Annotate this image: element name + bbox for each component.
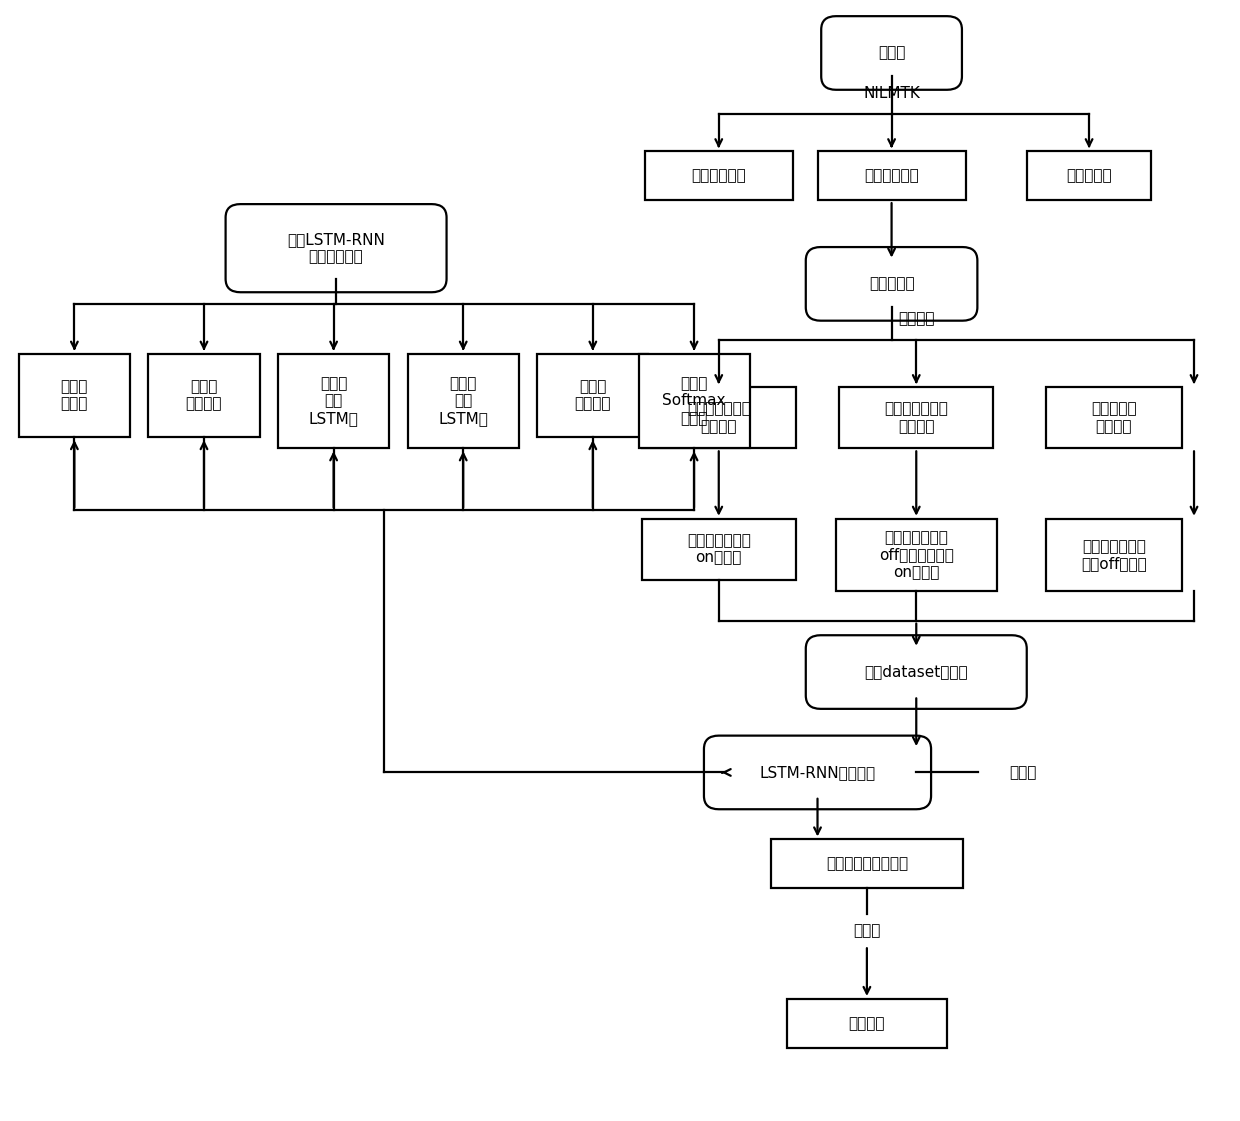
Bar: [786, 999, 947, 1048]
Bar: [641, 387, 796, 448]
Text: 总电表数据: 总电表数据: [1066, 168, 1112, 183]
Text: 对辅助电器设置
开关状态: 对辅助电器设置 开关状态: [884, 401, 949, 434]
FancyBboxPatch shape: [226, 204, 446, 293]
Text: 训练并保存网络模型: 训练并保存网络模型: [826, 856, 908, 871]
Bar: [839, 387, 993, 448]
Text: 第四层
双向
LSTM层: 第四层 双向 LSTM层: [438, 376, 489, 426]
Bar: [1028, 151, 1151, 201]
Text: 数据集: 数据集: [878, 46, 905, 61]
Text: 第六层
Softmax
输出层: 第六层 Softmax 输出层: [662, 376, 725, 426]
Text: NILMTK: NILMTK: [863, 86, 920, 101]
Text: 第二层
全连接层: 第二层 全连接层: [186, 379, 222, 411]
Text: LSTM-RNN神经网络: LSTM-RNN神经网络: [759, 765, 875, 780]
FancyBboxPatch shape: [821, 16, 962, 90]
Text: 输出目标电器为
on的数据: 输出目标电器为 on的数据: [687, 534, 750, 566]
Text: 设置LSTM-RNN
超参数及参数: 设置LSTM-RNN 超参数及参数: [288, 232, 384, 265]
Text: 测试集: 测试集: [853, 923, 880, 938]
Text: 第三层
双向
LSTM层: 第三层 双向 LSTM层: [309, 376, 358, 426]
Bar: [836, 519, 997, 591]
Text: 数据处理: 数据处理: [898, 312, 935, 326]
FancyBboxPatch shape: [806, 247, 977, 321]
Bar: [278, 353, 389, 448]
Text: 目标电器数据: 目标电器数据: [692, 168, 746, 183]
Text: 预测结果: 预测结果: [848, 1016, 885, 1031]
FancyBboxPatch shape: [806, 636, 1027, 708]
Bar: [1045, 519, 1182, 591]
Bar: [1045, 387, 1182, 448]
Bar: [639, 353, 750, 448]
Bar: [19, 353, 130, 437]
Bar: [537, 353, 649, 437]
Text: 训练集: 训练集: [1009, 765, 1037, 780]
Text: 抽出目标电器为
off，辅助电器为
on的数据: 抽出目标电器为 off，辅助电器为 on的数据: [879, 530, 954, 580]
Bar: [817, 151, 966, 201]
Bar: [771, 840, 962, 889]
FancyBboxPatch shape: [704, 735, 931, 809]
Bar: [149, 353, 259, 437]
Text: 保存入文件: 保存入文件: [869, 277, 914, 291]
Text: 随机抽取目标电
器为off的数据: 随机抽取目标电 器为off的数据: [1081, 539, 1147, 571]
Text: 第五层
全连接层: 第五层 全连接层: [574, 379, 611, 411]
Text: 对目标电器设置
开关状态: 对目标电器设置 开关状态: [687, 401, 750, 434]
Bar: [645, 151, 792, 201]
Text: 第一层
输入层: 第一层 输入层: [61, 379, 88, 411]
Text: 对总电表数
据归一化: 对总电表数 据归一化: [1091, 401, 1137, 434]
Bar: [408, 353, 518, 448]
Text: 制成dataset数据集: 制成dataset数据集: [864, 665, 968, 679]
Bar: [641, 519, 796, 580]
Text: 辅助电器数据: 辅助电器数据: [864, 168, 919, 183]
